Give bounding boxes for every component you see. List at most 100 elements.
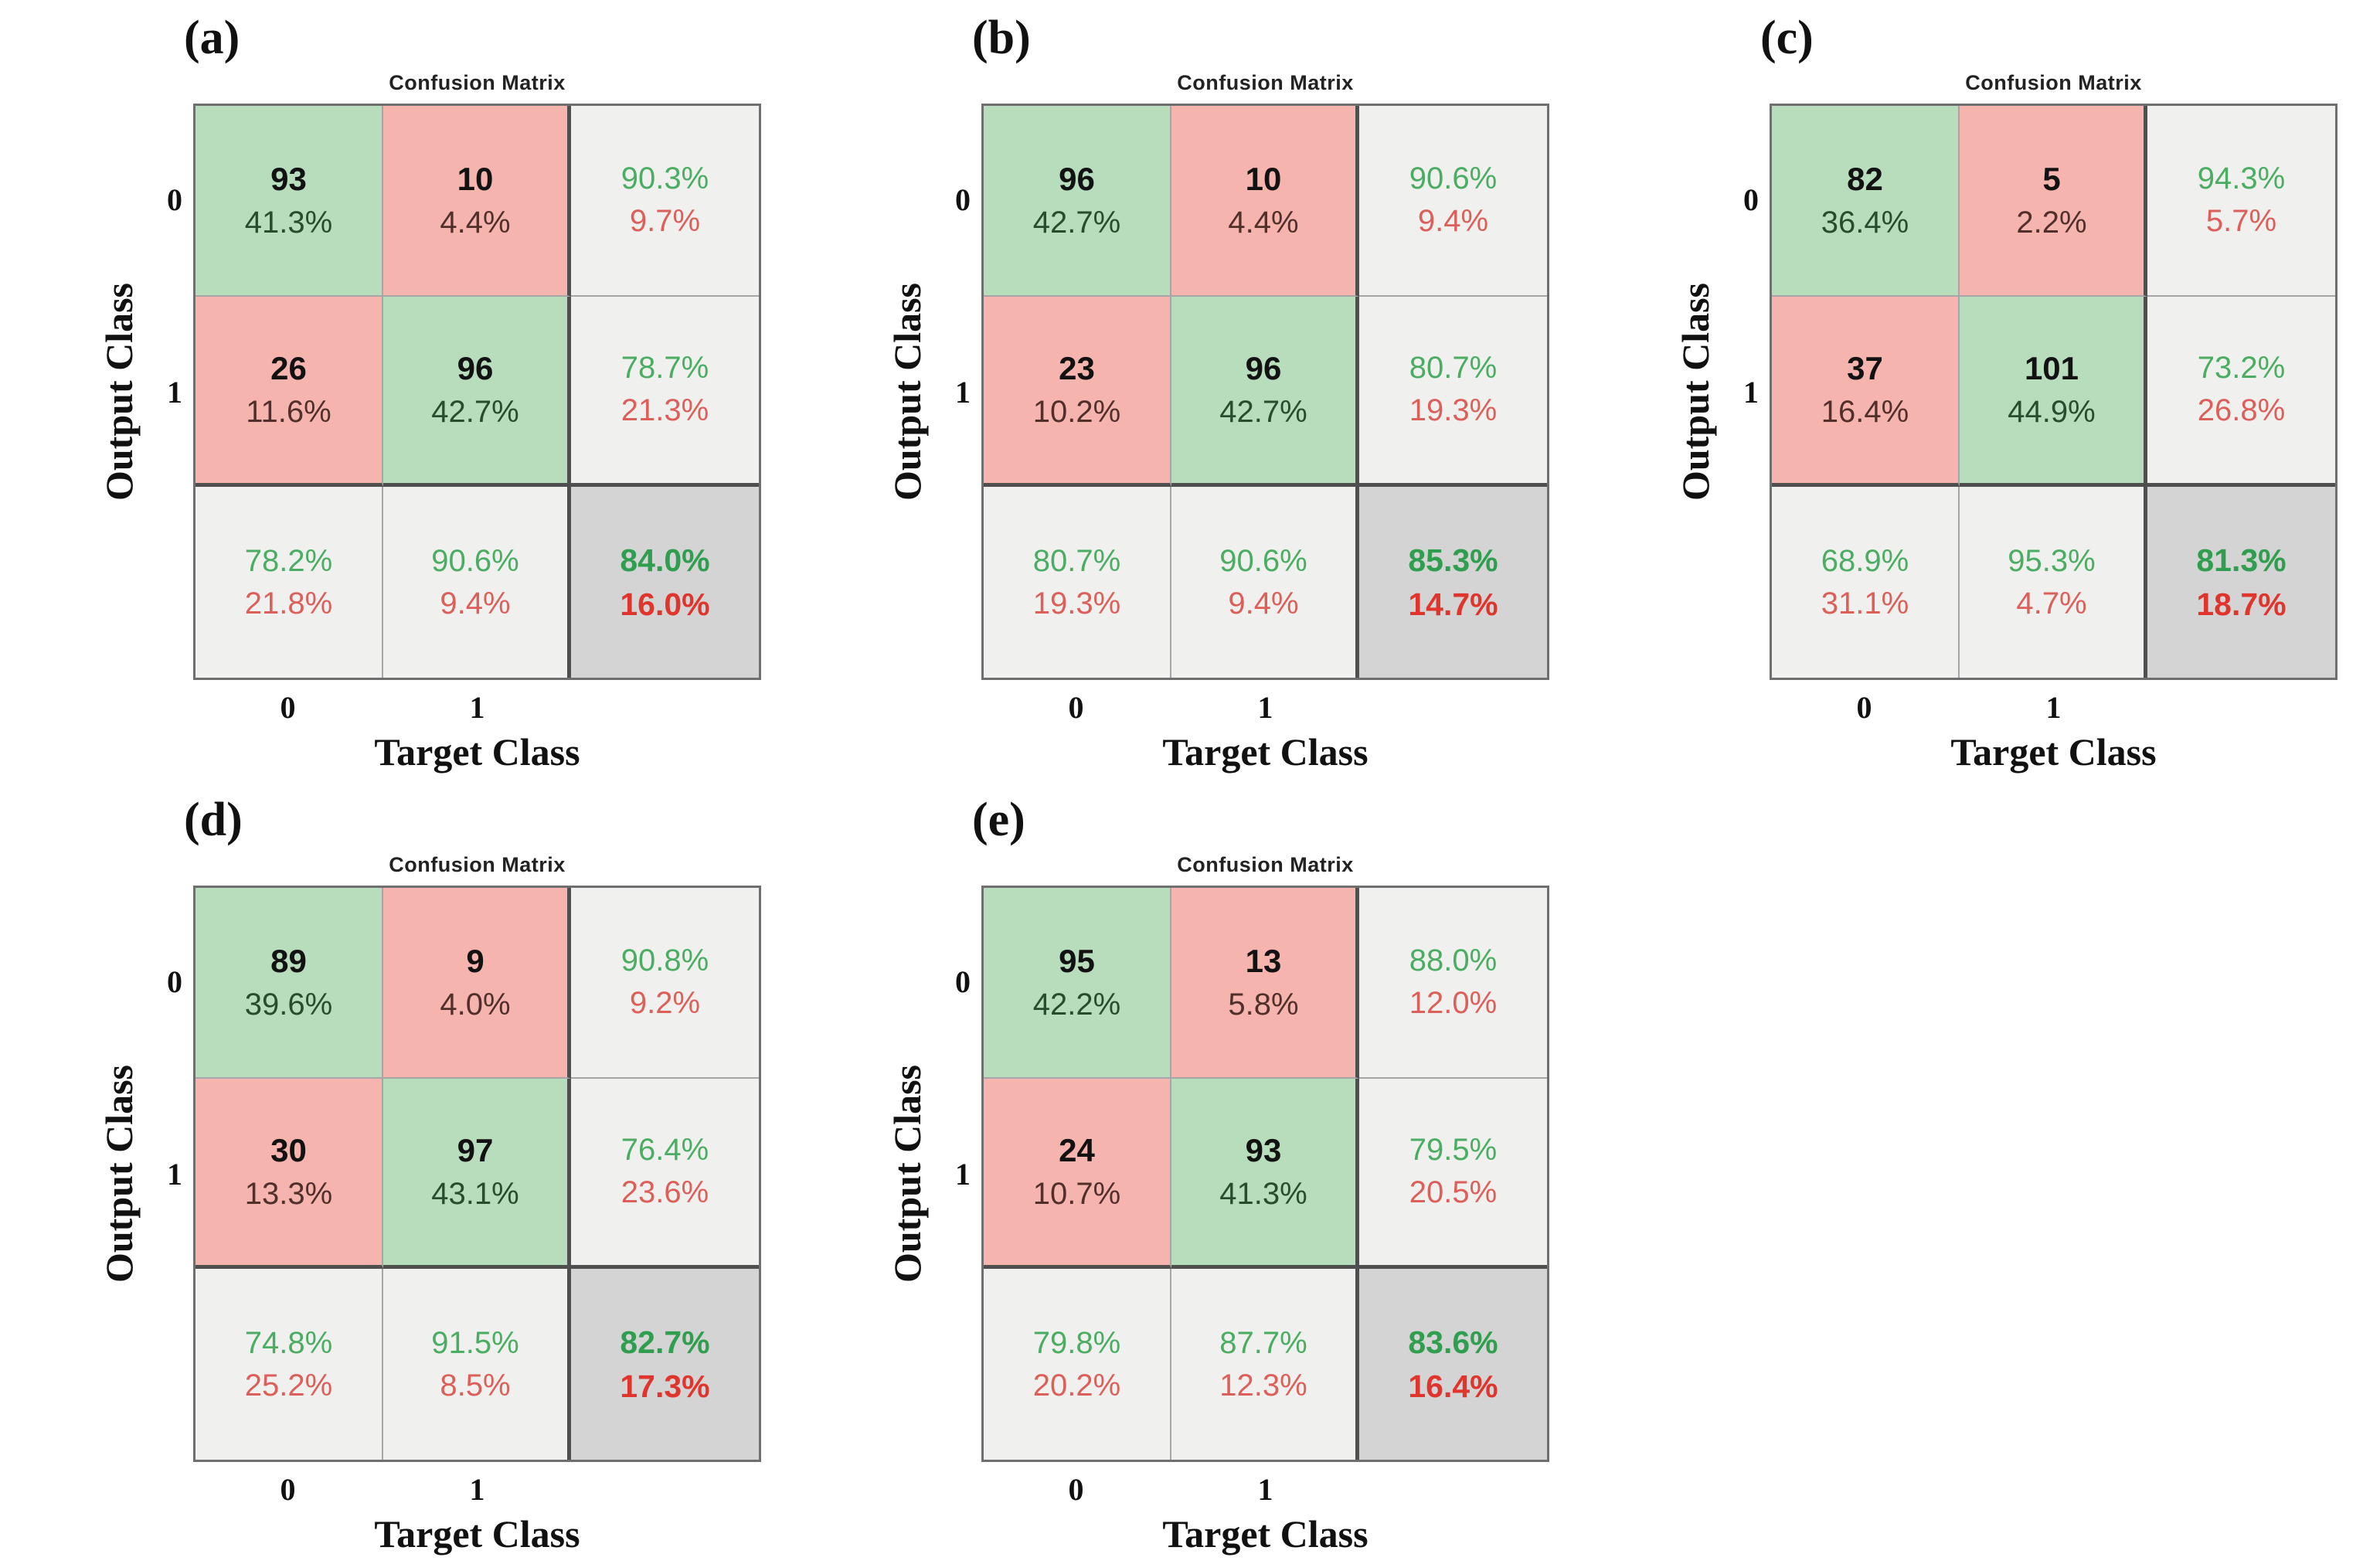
row-1-summary: 80.7% 19.3% [1359, 296, 1547, 488]
cell-count: 23 [1059, 349, 1095, 386]
confusion-matrix-panel: (a) Confusion Matrix Output Class 0 1 93… [93, 0, 804, 782]
row-1-summary-negative: 20.5% [1409, 1175, 1498, 1210]
cell-count: 93 [270, 160, 307, 197]
confusion-grid: 93 41.3% 10 4.4% 90.3% 9.7% 26 11.6% 96 … [193, 104, 761, 680]
cell-percent: 39.6% [244, 987, 333, 1022]
col-1-summary-positive: 90.6% [1219, 543, 1307, 578]
cell-count: 89 [270, 942, 307, 979]
x-axis-label: Target Class [1162, 730, 1368, 774]
row-0-summary: 90.8% 9.2% [571, 888, 759, 1079]
col-0-summary-positive: 78.2% [244, 543, 333, 578]
row-1-summary: 78.7% 21.3% [571, 296, 759, 488]
y-tick-class-0: 0 [167, 182, 182, 217]
overall-accuracy: 82.7% [620, 1324, 710, 1360]
row-1-summary: 76.4% 23.6% [571, 1078, 759, 1270]
row-1-summary-positive: 78.7% [620, 351, 709, 386]
row-0-summary-negative: 12.0% [1409, 986, 1498, 1021]
col-1-summary: 95.3% 4.7% [1960, 487, 2147, 678]
panel-label: (e) [972, 794, 1025, 846]
cell-output0-target0: 96 42.7% [984, 106, 1171, 297]
cell-output0-target0: 89 39.6% [196, 888, 383, 1079]
overall-error: 16.4% [1408, 1368, 1498, 1404]
overall-accuracy-cell: 81.3% 18.7% [2147, 487, 2335, 678]
overall-accuracy-cell: 82.7% 17.3% [571, 1269, 759, 1460]
cell-count: 5 [2042, 160, 2061, 197]
overall-accuracy-cell: 83.6% 16.4% [1359, 1269, 1547, 1460]
cell-output0-target0: 82 36.4% [1772, 106, 1960, 297]
cell-count: 96 [1059, 160, 1095, 197]
cell-output1-target1: 97 43.1% [383, 1078, 571, 1270]
overall-accuracy-cell: 84.0% 16.0% [571, 487, 759, 678]
y-tick-class-1: 1 [1743, 375, 1759, 410]
col-1-summary: 90.6% 9.4% [1171, 487, 1359, 678]
row-1-summary-positive: 79.5% [1409, 1133, 1498, 1168]
confusion-grid: 89 39.6% 9 4.0% 90.8% 9.2% 30 13.3% 97 4… [193, 886, 761, 1462]
panel-label: (b) [972, 12, 1031, 64]
cell-output1-target0: 37 16.4% [1772, 296, 1960, 488]
col-0-summary-positive: 79.8% [1032, 1325, 1121, 1360]
plot-title: Confusion Matrix [1177, 853, 1354, 876]
overall-error: 18.7% [2196, 586, 2286, 622]
cell-percent: 11.6% [246, 394, 332, 429]
x-tick-class-0: 0 [1068, 690, 1084, 725]
overall-accuracy: 83.6% [1408, 1324, 1498, 1360]
x-tick-class-1: 1 [2045, 690, 2062, 725]
overall-accuracy-cell: 85.3% 14.7% [1359, 487, 1547, 678]
cell-output0-target1: 5 2.2% [1960, 106, 2147, 297]
col-0-summary-negative: 19.3% [1032, 586, 1121, 620]
y-tick-class-1: 1 [955, 1157, 971, 1192]
cell-count: 10 [457, 160, 494, 197]
row-1-summary-negative: 19.3% [1409, 393, 1498, 428]
x-tick-class-0: 0 [280, 1472, 296, 1507]
col-0-summary-positive: 80.7% [1032, 543, 1121, 578]
col-1-summary-negative: 12.3% [1219, 1368, 1307, 1402]
x-tick-class-1: 1 [1257, 1472, 1273, 1507]
confusion-grid: 95 42.2% 13 5.8% 88.0% 12.0% 24 10.7% 93… [981, 886, 1549, 1462]
col-0-summary-negative: 25.2% [244, 1368, 333, 1402]
row-0-summary-positive: 90.6% [1409, 162, 1498, 196]
cell-output0-target1: 10 4.4% [1171, 106, 1359, 297]
row-0-summary: 90.3% 9.7% [571, 106, 759, 297]
cell-percent: 4.0% [440, 987, 511, 1022]
confusion-matrix-panel: (e) Confusion Matrix Output Class 0 1 95… [881, 782, 1592, 1564]
cell-count: 96 [1245, 349, 1282, 386]
cell-count: 97 [457, 1131, 494, 1168]
col-1-summary-positive: 95.3% [2008, 543, 2096, 578]
cell-count: 95 [1059, 942, 1095, 979]
col-0-summary-positive: 68.9% [1821, 543, 1909, 578]
y-tick-class-1: 1 [955, 375, 971, 410]
confusion-grid: 96 42.7% 10 4.4% 90.6% 9.4% 23 10.2% 96 … [981, 104, 1549, 680]
cell-output1-target0: 26 11.6% [196, 296, 383, 488]
x-tick-class-0: 0 [1856, 690, 1872, 725]
col-1-summary-negative: 9.4% [1228, 586, 1299, 620]
row-0-summary: 88.0% 12.0% [1359, 888, 1547, 1079]
confusion-grid: 82 36.4% 5 2.2% 94.3% 5.7% 37 16.4% 101 … [1770, 104, 2338, 680]
row-1-summary-negative: 26.8% [2197, 393, 2286, 428]
col-0-summary-negative: 31.1% [1821, 586, 1909, 620]
cell-output0-target0: 95 42.2% [984, 888, 1171, 1079]
row-0-summary-positive: 94.3% [2197, 162, 2286, 196]
cell-output0-target1: 9 4.0% [383, 888, 571, 1079]
row-1-summary: 73.2% 26.8% [2147, 296, 2335, 488]
cell-percent: 42.2% [1032, 987, 1121, 1022]
cell-count: 30 [270, 1131, 307, 1168]
overall-error: 14.7% [1408, 586, 1498, 622]
overall-accuracy: 84.0% [620, 542, 710, 578]
row-1-summary: 79.5% 20.5% [1359, 1078, 1547, 1270]
row-0-summary-negative: 5.7% [2205, 204, 2277, 239]
cell-output1-target0: 30 13.3% [196, 1078, 383, 1270]
x-axis-label: Target Class [1950, 730, 2157, 774]
cell-percent: 41.3% [1219, 1176, 1307, 1211]
cell-output1-target1: 93 41.3% [1171, 1078, 1359, 1270]
col-1-summary-positive: 90.6% [431, 543, 519, 578]
plot-title: Confusion Matrix [1177, 71, 1354, 94]
plot-title: Confusion Matrix [389, 853, 566, 876]
y-tick-class-1: 1 [167, 375, 182, 410]
row-0-summary-positive: 88.0% [1409, 944, 1498, 978]
row-0-summary: 94.3% 5.7% [2147, 106, 2335, 297]
col-1-summary-positive: 91.5% [431, 1325, 519, 1360]
x-tick-class-1: 1 [469, 1472, 485, 1507]
row-0-summary-negative: 9.2% [629, 986, 701, 1021]
row-1-summary-positive: 76.4% [620, 1133, 709, 1168]
cell-output1-target1: 101 44.9% [1960, 296, 2147, 488]
